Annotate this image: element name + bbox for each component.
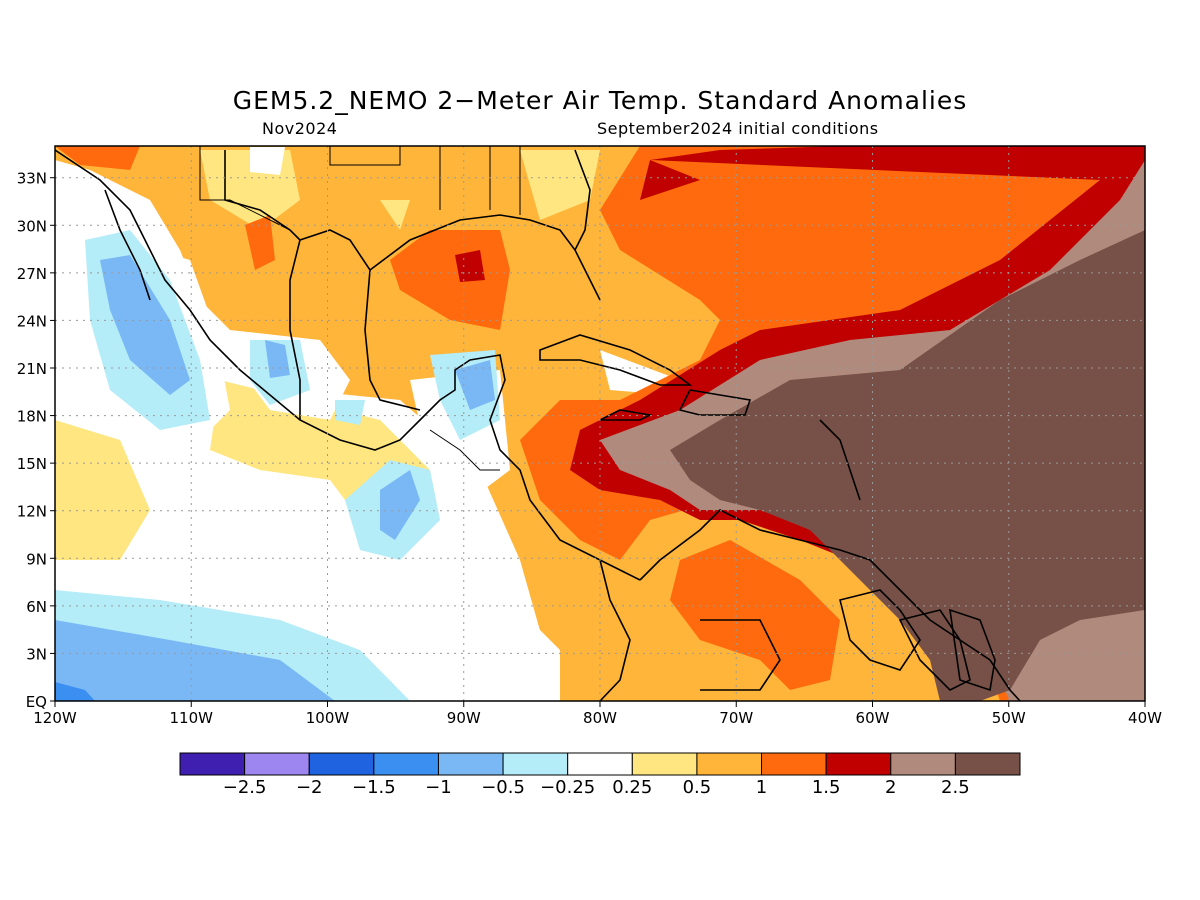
anomaly-field <box>55 146 1145 701</box>
colorbar-label: 0.5 <box>682 777 712 798</box>
coastlines <box>55 149 1021 701</box>
initial-conditions: September2024 initial conditions <box>597 119 879 138</box>
colorbar-swatch <box>890 752 956 776</box>
y-tick-label: 18N <box>17 408 47 426</box>
y-tick-label: 12N <box>17 503 47 521</box>
colorbar-swatch <box>761 752 827 776</box>
colorbar-swatch <box>373 752 439 776</box>
colorbar-swatch <box>567 752 633 776</box>
colorbar-swatch <box>244 752 310 776</box>
y-tick-label: EQ <box>26 693 47 711</box>
y-tick-label: 6N <box>26 598 47 616</box>
colorbar-swatch <box>308 752 375 776</box>
x-tick-label: 40W <box>1128 709 1162 727</box>
colorbar-swatch <box>631 752 698 776</box>
x-tick-label: 80W <box>583 709 617 727</box>
colorbar-swatch <box>825 752 892 776</box>
colorbar-label: −2 <box>295 777 323 798</box>
x-tick-label: 110W <box>170 709 214 727</box>
y-tick-label: 24N <box>17 312 47 330</box>
colorbar-swatch <box>437 752 504 776</box>
colorbar-label: −1 <box>425 777 452 798</box>
y-tick-label: 27N <box>17 265 47 283</box>
x-axis: 120W 110W 100W 90W 80W 70W 60W 50W 40W <box>33 701 1162 727</box>
y-tick-label: 3N <box>26 645 47 663</box>
x-tick-label: 50W <box>992 709 1026 727</box>
colorbar-swatch <box>502 752 569 776</box>
colorbar-label: 0.25 <box>612 777 653 798</box>
x-tick-label: 70W <box>719 709 753 727</box>
y-tick-label: 9N <box>26 550 47 568</box>
x-tick-label: 90W <box>447 709 481 727</box>
forecast-month: Nov2024 <box>262 119 338 138</box>
colorbar-label: 1.5 <box>811 777 841 798</box>
colorbar <box>179 752 1021 776</box>
x-tick-label: 60W <box>856 709 890 727</box>
y-tick-label: 15N <box>17 455 47 473</box>
colorbar-swatch <box>954 752 1021 776</box>
x-tick-label: 100W <box>306 709 350 727</box>
colorbar-label: −1.5 <box>351 777 396 798</box>
y-tick-label: 30N <box>17 217 47 235</box>
colorbar-label: −0.25 <box>540 777 596 798</box>
x-tick-label: 120W <box>33 709 77 727</box>
y-tick-label: 33N <box>17 170 47 188</box>
colorbar-swatch <box>696 752 763 776</box>
colorbar-label: −2.5 <box>222 777 267 798</box>
colorbar-label: 1 <box>755 777 768 798</box>
graticule <box>55 146 1145 701</box>
colorbar-label: 2 <box>885 777 897 798</box>
colorbar-label: 2.5 <box>941 777 970 798</box>
y-tick-label: 21N <box>17 360 47 378</box>
colorbar-label: −0.5 <box>481 777 525 798</box>
colorbar-swatch <box>179 752 246 776</box>
y-axis: EQ 3N 6N 9N 12N 15N 18N 21N 24N 27N 30N 33N <box>17 170 55 711</box>
map-title: GEM5.2_NEMO 2−Meter Air Temp. Standard A… <box>232 86 968 115</box>
